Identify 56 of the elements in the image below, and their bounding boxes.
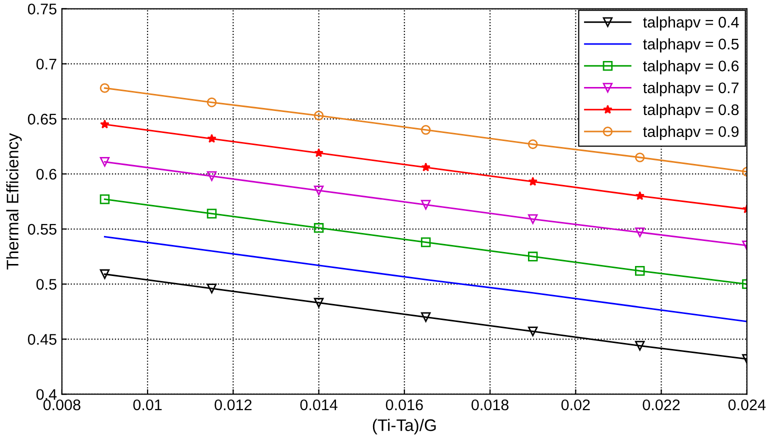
- point: [635, 191, 645, 200]
- x-tick-label: 0.016: [386, 399, 423, 410]
- point: [528, 214, 538, 224]
- point: [100, 194, 110, 204]
- x-axis-title: (Ti-Ta)/G: [372, 418, 436, 434]
- line-series: [104, 236, 747, 322]
- point: [635, 152, 645, 162]
- point: [100, 269, 110, 280]
- point: [528, 326, 538, 336]
- x-tick-label: 0.014: [300, 399, 338, 410]
- legend-label: talphapv = 0.5: [643, 38, 739, 53]
- point: [635, 227, 645, 238]
- point: [420, 237, 431, 248]
- point: [314, 223, 324, 233]
- y-axis-title: Thermal Efficiency: [6, 133, 22, 270]
- y-tick-label: 0.75: [28, 4, 56, 14]
- point: [314, 298, 324, 308]
- point: [100, 120, 110, 128]
- point: [528, 176, 538, 186]
- y-tick-label: 0.7: [36, 58, 56, 70]
- y-tick-label: 0.4: [36, 389, 57, 400]
- point: [420, 312, 431, 322]
- point: [420, 125, 431, 135]
- point: [421, 162, 430, 172]
- legend-label: talphapv = 0.8: [643, 104, 739, 118]
- point: [314, 110, 324, 120]
- legend-label: talphapv = 0.9: [643, 126, 739, 140]
- point: [314, 186, 324, 196]
- x-tick-label: 0.02: [561, 399, 590, 410]
- x-tick-label: 0.008: [43, 399, 80, 410]
- point: [420, 200, 431, 210]
- x-tick-label: 0.024: [728, 399, 766, 410]
- y-tick-label: 0.55: [28, 224, 56, 235]
- point: [635, 340, 645, 351]
- point: [528, 252, 538, 262]
- x-tick-label: 0.012: [214, 399, 252, 410]
- point: [314, 148, 324, 158]
- point: [206, 171, 217, 182]
- x-tick-label: 0.018: [472, 399, 508, 410]
- legend-label: talphapv = 0.7: [643, 82, 739, 96]
- y-tick-label: 0.6: [36, 168, 56, 180]
- y-tick-label: 0.45: [28, 334, 56, 345]
- legend-label: talphapv = 0.6: [643, 60, 739, 74]
- legend-label: talphapv = 0.4: [643, 16, 739, 31]
- x-tick-label: 0.022: [642, 399, 680, 410]
- point: [206, 98, 217, 108]
- point: [206, 208, 217, 218]
- y-tick-label: 0.65: [28, 114, 56, 125]
- point: [528, 139, 538, 150]
- point: [100, 83, 110, 93]
- x-tick-label: 0.01: [133, 399, 162, 410]
- point: [100, 156, 110, 167]
- point: [635, 266, 645, 276]
- point: [206, 284, 217, 294]
- y-tick-label: 0.5: [36, 278, 56, 290]
- point: [207, 134, 216, 143]
